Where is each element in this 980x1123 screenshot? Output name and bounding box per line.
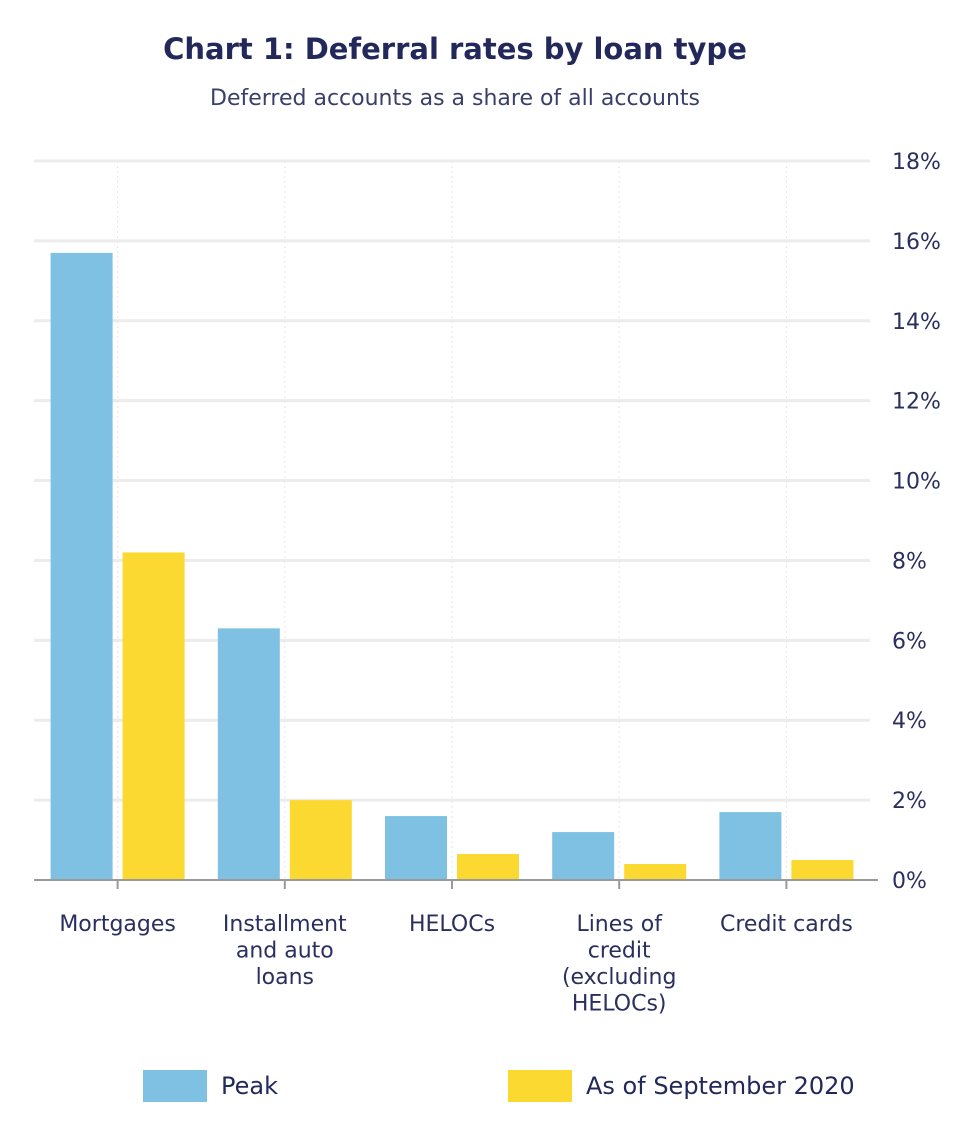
y-tick-label: 8% bbox=[892, 549, 927, 574]
x-tick-label: Credit cards bbox=[720, 912, 853, 937]
x-tick-label-line: (excluding bbox=[562, 965, 677, 990]
bar-peak bbox=[218, 628, 280, 880]
legend-swatch-sept-2020 bbox=[508, 1070, 572, 1102]
y-tick-label: 18% bbox=[892, 150, 941, 175]
bar-sept-2020 bbox=[791, 860, 853, 880]
x-tick-label-line: loans bbox=[256, 965, 314, 990]
y-tick-label: 16% bbox=[892, 230, 941, 255]
bar-sept-2020 bbox=[457, 854, 519, 880]
bar-peak bbox=[385, 816, 447, 880]
y-tick-label: 14% bbox=[892, 310, 941, 335]
y-tick-label: 12% bbox=[892, 390, 941, 415]
legend-label-peak: Peak bbox=[221, 1072, 278, 1100]
y-tick-label: 4% bbox=[892, 709, 927, 734]
y-tick-label: 2% bbox=[892, 789, 927, 814]
bar-sept-2020 bbox=[123, 552, 185, 880]
x-tick-label-line: and auto bbox=[236, 939, 334, 964]
x-tick-label-line: credit bbox=[588, 939, 651, 964]
y-tick-label: 0% bbox=[892, 869, 927, 894]
x-tick-label-line: Credit cards bbox=[720, 912, 853, 937]
x-tick-label: Mortgages bbox=[59, 912, 176, 937]
y-tick-label: 10% bbox=[892, 470, 941, 495]
x-tick-label: Lines of credit (excluding HELOCs) bbox=[562, 912, 677, 1017]
bar-peak bbox=[51, 253, 113, 880]
x-tick-label-line: Installment bbox=[223, 912, 347, 937]
x-tick-label-line: HELOCs) bbox=[572, 992, 667, 1017]
bar-peak bbox=[719, 812, 781, 880]
bar-peak bbox=[552, 832, 614, 880]
legend-label-sept-2020: As of September 2020 bbox=[586, 1072, 855, 1100]
bar-sept-2020 bbox=[290, 800, 352, 880]
legend-swatch-peak bbox=[143, 1070, 207, 1102]
legend-item-peak: Peak bbox=[143, 1068, 278, 1104]
legend-item-sept-2020: As of September 2020 bbox=[508, 1068, 855, 1104]
bar-sept-2020 bbox=[624, 864, 686, 880]
x-tick-label: HELOCs bbox=[409, 912, 495, 937]
x-tick-label-line: Mortgages bbox=[59, 912, 176, 937]
x-tick-label-line: HELOCs bbox=[409, 912, 495, 937]
y-tick-label: 6% bbox=[892, 629, 927, 654]
x-tick-label-line: Lines of bbox=[576, 912, 663, 937]
x-tick-label: Installment and auto loans bbox=[223, 912, 347, 990]
